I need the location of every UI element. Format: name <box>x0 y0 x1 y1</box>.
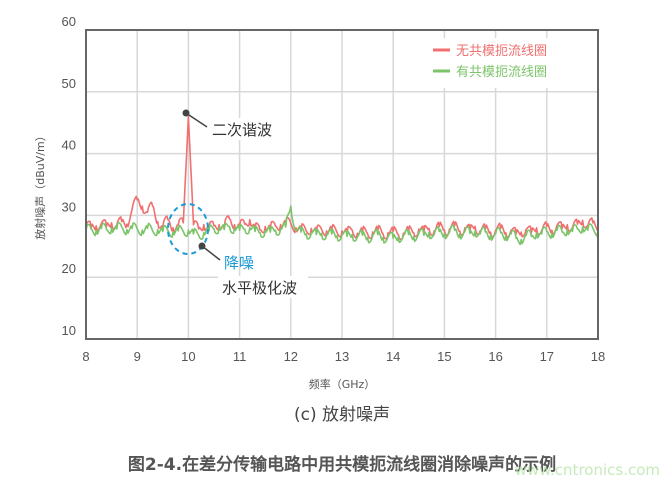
x-tick-label: 18 <box>591 349 605 364</box>
dashed-highlight-ellipse <box>167 203 209 255</box>
legend: 无共模扼流线圈 有共模扼流线圈 <box>425 38 585 88</box>
y-tick-label: 40 <box>62 138 76 153</box>
legend-label-with-choke: 有共模扼流线圈 <box>456 65 547 80</box>
legend-label-without-choke: 无共模扼流线圈 <box>456 44 547 59</box>
x-tick-label: 17 <box>540 349 554 364</box>
x-tick-label: 13 <box>335 349 349 364</box>
x-tick-label: 9 <box>134 349 141 364</box>
x-tick-label: 10 <box>181 349 195 364</box>
y-tick-label: 60 <box>62 14 76 29</box>
series-line-without-choke <box>85 115 599 241</box>
annotation-dot <box>182 109 190 117</box>
svg-text:二次谐波: 二次谐波 <box>212 121 272 139</box>
svg-text:水平极化波: 水平极化波 <box>222 279 297 297</box>
x-tick-label: 12 <box>284 349 298 364</box>
x-tick-label: 11 <box>233 349 247 364</box>
y-axis-label: 放射噪声（dBuV/m） <box>33 130 47 239</box>
figure-caption: 图2-4.在差分传输电路中用共模扼流线圈消除噪声的示例 <box>128 454 556 475</box>
x-tick-label: 14 <box>386 349 400 364</box>
y-tick-label: 50 <box>62 76 76 91</box>
series-line-with-choke <box>85 205 599 246</box>
svg-text:降噪: 降噪 <box>224 254 254 272</box>
chart-subtitle: (c) 放射噪声 <box>294 405 390 425</box>
annotation-second-harmonic: 二次谐波 <box>182 109 283 140</box>
x-tick-label: 16 <box>488 349 502 364</box>
series-lines <box>85 115 599 246</box>
x-tick-label: 8 <box>82 349 89 364</box>
x-tick-label: 15 <box>437 349 451 364</box>
y-tick-label: 10 <box>62 323 76 338</box>
watermark: www.cntronics.com <box>515 461 660 479</box>
plot-frame <box>85 29 599 340</box>
y-tick-label: 20 <box>62 261 76 276</box>
x-axis-label: 频率（GHz） <box>309 377 376 391</box>
y-tick-label: 30 <box>62 199 76 214</box>
annotation-noise-reduction: 降噪 水平极化波 <box>167 203 308 298</box>
